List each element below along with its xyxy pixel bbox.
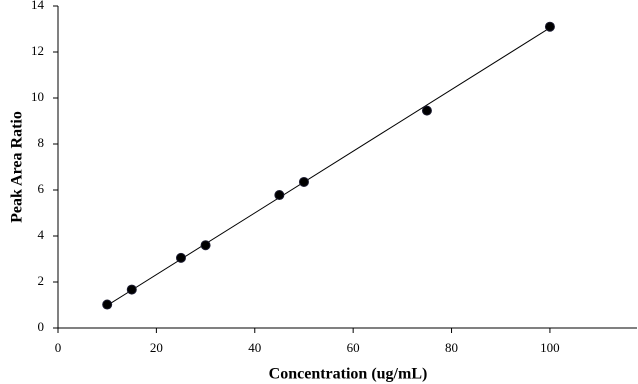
- data-point: [298, 176, 309, 187]
- y-tick-label: 4: [38, 227, 45, 242]
- data-point: [102, 299, 113, 310]
- data-point: [175, 252, 186, 263]
- y-tick-label: 10: [31, 89, 44, 104]
- data-point: [421, 105, 432, 116]
- data-point: [274, 190, 285, 201]
- x-tick-label: 60: [347, 340, 360, 355]
- x-tick-label: 40: [248, 340, 261, 355]
- y-tick-label: 0: [38, 319, 45, 334]
- data-point: [126, 284, 137, 295]
- y-tick-label: 12: [31, 43, 44, 58]
- y-tick-label: 6: [38, 181, 45, 196]
- x-tick-label: 20: [150, 340, 163, 355]
- y-tick-label: 14: [31, 0, 45, 12]
- x-tick-label: 0: [55, 340, 62, 355]
- y-tick-label: 8: [38, 135, 45, 150]
- x-tick-label: 80: [445, 340, 458, 355]
- x-axis-title: Concentration (ug/mL): [269, 366, 428, 383]
- y-tick-label: 2: [38, 273, 45, 288]
- data-point: [544, 21, 555, 32]
- y-axis-title: Peak Area Ratio: [9, 111, 26, 223]
- data-point: [200, 240, 211, 251]
- trendline: [106, 27, 551, 306]
- x-tick-label: 100: [540, 340, 560, 355]
